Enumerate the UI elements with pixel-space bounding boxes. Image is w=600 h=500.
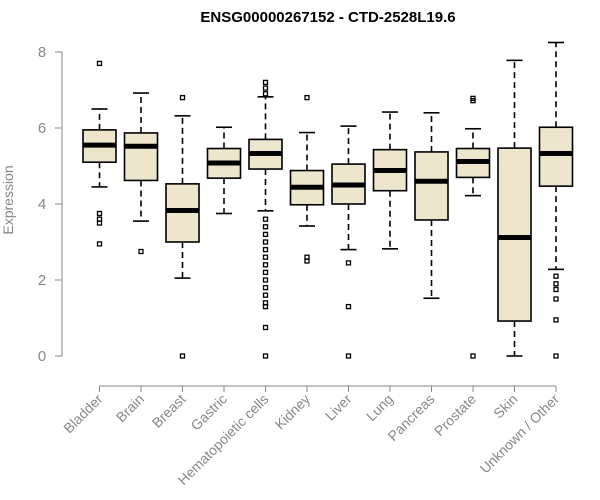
box-lung: [372, 111, 408, 250]
outlier-point: [262, 284, 269, 291]
iqr-box: [123, 132, 159, 182]
outlier-point: [96, 220, 103, 226]
outlier-point: [262, 262, 269, 268]
outlier-point: [553, 353, 559, 359]
outlier-point: [138, 248, 144, 255]
y-tick-label: 2: [38, 272, 46, 289]
iqr-box: [414, 151, 449, 221]
outlier-point: [345, 353, 352, 359]
x-tick-label: Bladder: [60, 391, 106, 437]
outlier-point: [262, 269, 269, 276]
outlier-point: [553, 286, 559, 293]
outlier-point: [262, 231, 269, 238]
outlier-point: [96, 60, 103, 67]
outlier-point: [262, 216, 269, 222]
outlier-point: [553, 317, 559, 323]
outlier-point: [179, 94, 186, 101]
x-tick-label: Prostate: [431, 391, 479, 439]
outlier-point: [553, 273, 559, 279]
box-bladder: [82, 60, 117, 247]
box-brain: [123, 92, 159, 255]
x-tick-label: Liver: [322, 391, 355, 424]
box-breast: [165, 94, 200, 359]
outlier-point: [262, 246, 269, 253]
outlier-point: [262, 254, 269, 260]
outlier-point: [262, 79, 269, 86]
box-kidney: [289, 94, 325, 264]
y-axis-label: Expression: [0, 165, 16, 234]
y-tick-label: 0: [38, 348, 46, 365]
x-tick-label: Brain: [113, 391, 147, 425]
iqr-box: [538, 126, 574, 187]
x-tick-label: Breast: [149, 391, 189, 431]
box-prostate: [455, 95, 491, 359]
outlier-point: [262, 85, 269, 91]
outlier-point: [262, 277, 269, 283]
outlier-point: [304, 258, 310, 264]
box-unknown-other: [538, 41, 574, 359]
outlier-point: [304, 94, 310, 101]
box-hematopoietic-cells: [248, 79, 283, 359]
x-tick-label: Lung: [363, 391, 396, 424]
outlier-point: [262, 224, 269, 230]
boxes: [82, 41, 574, 359]
outlier-point: [262, 91, 269, 97]
outlier-point: [470, 353, 476, 359]
outlier-point: [179, 353, 186, 359]
box-gastric: [206, 126, 242, 215]
outlier-point: [345, 260, 352, 266]
outlier-point: [553, 281, 559, 287]
iqr-box: [497, 147, 532, 322]
outlier-point: [96, 241, 103, 247]
box-skin: [497, 59, 532, 357]
chart-title: ENSG00000267152 - CTD-2528L19.6: [200, 9, 455, 26]
y-tick-label: 6: [38, 120, 46, 137]
x-tick-label: Unknown / Other: [477, 391, 563, 477]
outlier-point: [262, 353, 269, 359]
y-tick-label: 4: [38, 196, 46, 213]
y-axis: 0 2 4 6 8: [38, 44, 63, 365]
outlier-point: [262, 324, 269, 331]
x-tick-label: Skin: [490, 391, 521, 422]
outlier-point: [262, 292, 269, 298]
outlier-point: [470, 97, 476, 104]
x-tick-label: Kidney: [272, 391, 314, 433]
outlier-point: [262, 239, 269, 245]
outlier-point: [553, 296, 559, 302]
y-tick-label: 8: [38, 44, 46, 61]
outlier-point: [96, 210, 103, 217]
outlier-point: [262, 303, 269, 310]
box-liver: [331, 125, 366, 359]
outlier-point: [345, 303, 352, 310]
box-pancreas: [414, 112, 449, 300]
